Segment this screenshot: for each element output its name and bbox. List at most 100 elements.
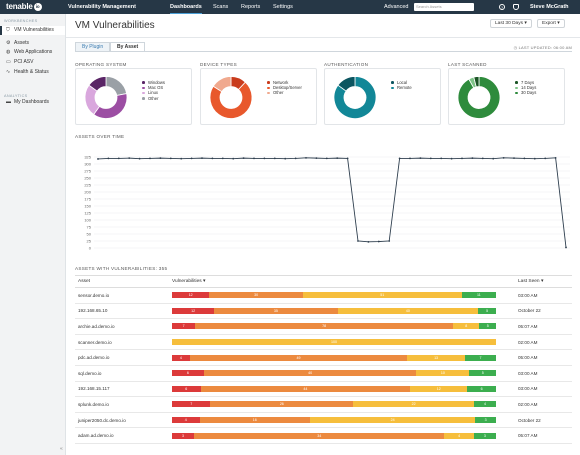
- high-segment[interactable]: 16: [199, 417, 310, 424]
- data-point[interactable]: [461, 157, 463, 160]
- low-segment[interactable]: 7: [464, 354, 496, 361]
- bell-icon[interactable]: [513, 4, 519, 10]
- medium-segment[interactable]: 12: [410, 385, 468, 392]
- critical-segment[interactable]: 12: [172, 307, 215, 314]
- donut-slice[interactable]: [105, 76, 128, 96]
- low-segment[interactable]: 6: [467, 385, 496, 392]
- question-icon[interactable]: ?: [499, 4, 505, 10]
- data-point[interactable]: [284, 157, 287, 160]
- data-point[interactable]: [253, 157, 255, 160]
- nav-reports[interactable]: Reports: [241, 4, 261, 10]
- search-input[interactable]: Search Assets: [414, 3, 474, 11]
- column-header-asset[interactable]: Asset: [75, 275, 169, 288]
- vulnerability-bar-cell[interactable]: 3 34 4 3: [169, 427, 515, 444]
- high-segment[interactable]: 26: [210, 401, 354, 408]
- double-chevron-left-icon[interactable]: «: [60, 446, 63, 452]
- data-point[interactable]: [159, 157, 162, 160]
- critical-segment[interactable]: 4: [172, 417, 200, 424]
- data-point[interactable]: [149, 157, 151, 160]
- advanced-link[interactable]: Advanced: [384, 4, 409, 10]
- medium-segment[interactable]: 24: [309, 417, 476, 424]
- nav-scans[interactable]: Scans: [213, 4, 229, 10]
- vulnerability-bar-cell[interactable]: 6 40 10 5: [169, 365, 515, 382]
- medium-segment[interactable]: 10: [416, 370, 470, 377]
- severity-bar[interactable]: 4 16 24 3: [172, 417, 496, 424]
- critical-segment[interactable]: 6: [172, 370, 204, 377]
- tab-by-plugin[interactable]: By Plugin: [75, 42, 111, 52]
- data-point[interactable]: [481, 157, 484, 160]
- vulnerability-bar-cell[interactable]: 4 49 13 7: [169, 349, 515, 366]
- data-point[interactable]: [440, 157, 443, 160]
- table-row[interactable]: scanner.demo.io 100 02:00 AM: [75, 334, 572, 351]
- data-point[interactable]: [336, 157, 339, 160]
- sidebar-item-vm-vulnerabilities[interactable]: ⛉ VM Vulnerabilities: [0, 26, 65, 35]
- data-point[interactable]: [97, 158, 99, 160]
- low-segment[interactable]: 5: [469, 370, 496, 377]
- data-point[interactable]: [523, 157, 526, 160]
- data-point[interactable]: [117, 157, 120, 160]
- table-row[interactable]: 192.168.65.10 12 35 40 5 October 22: [75, 303, 572, 320]
- data-point[interactable]: [263, 157, 266, 160]
- data-point[interactable]: [357, 240, 359, 242]
- vulnerability-bar-cell[interactable]: 7 78 8 5: [169, 318, 515, 335]
- data-point[interactable]: [377, 240, 380, 243]
- data-point[interactable]: [554, 156, 557, 159]
- data-point[interactable]: [429, 157, 432, 160]
- asset-name-cell[interactable]: pdc.ad.demo.io: [75, 349, 169, 366]
- medium-segment[interactable]: 13: [407, 354, 465, 361]
- donut-slice[interactable]: [473, 76, 480, 88]
- product-switcher[interactable]: Vulnerability Management: [68, 4, 136, 10]
- critical-segment[interactable]: 6: [172, 385, 201, 392]
- critical-segment[interactable]: 12: [172, 292, 210, 299]
- vulnerability-bar-cell[interactable]: 4 16 24 3: [169, 412, 515, 429]
- data-point[interactable]: [190, 157, 193, 160]
- data-point[interactable]: [305, 156, 307, 159]
- data-point[interactable]: [492, 157, 495, 160]
- table-row[interactable]: sensor.demo.io 12 30 51 11 03:00 AM: [75, 287, 572, 304]
- last-scanned-donut-card[interactable]: 7 Days 14 Days 30 Days: [448, 68, 565, 125]
- sidebar-item-my-dashboards[interactable]: ▬ My Dashboards: [6, 99, 50, 105]
- date-range-dropdown[interactable]: Last 30 Days ▾: [490, 19, 532, 28]
- sidebar-item-web-applications[interactable]: ◍ Web Applications: [6, 49, 53, 55]
- medium-segment[interactable]: 51: [302, 292, 462, 299]
- low-segment[interactable]: 3: [475, 417, 496, 424]
- donut-slice[interactable]: [457, 76, 501, 119]
- asset-name-cell[interactable]: 192.168.65.10: [75, 303, 169, 320]
- data-point[interactable]: [242, 157, 245, 160]
- critical-segment[interactable]: 3: [172, 432, 195, 439]
- os-donut-card[interactable]: Windows Mac OS Linux Other: [75, 68, 192, 125]
- data-point[interactable]: [232, 157, 235, 160]
- data-point[interactable]: [419, 157, 422, 160]
- data-point[interactable]: [471, 157, 474, 160]
- export-dropdown[interactable]: Export ▾: [537, 19, 565, 28]
- data-point[interactable]: [367, 240, 370, 243]
- high-segment[interactable]: 35: [214, 307, 338, 314]
- data-point[interactable]: [128, 157, 131, 160]
- medium-segment[interactable]: 4: [444, 432, 474, 439]
- high-segment[interactable]: 40: [203, 370, 417, 377]
- medium-segment[interactable]: 22: [353, 401, 475, 408]
- tenable-logo[interactable]: tenable io: [6, 2, 42, 11]
- nav-dashboards[interactable]: Dashboards: [170, 4, 202, 14]
- data-point[interactable]: [544, 157, 547, 160]
- vulnerability-bar-cell[interactable]: 7 26 22 4: [169, 396, 515, 413]
- table-row[interactable]: sql.demo.io 6 40 10 5 03:00 AM: [75, 365, 572, 382]
- data-point[interactable]: [388, 240, 391, 242]
- table-row[interactable]: 192.168.15.117 6 44 12 6 03:00 AM: [75, 381, 572, 398]
- donut-slice[interactable]: [333, 76, 377, 119]
- severity-bar[interactable]: 4 49 13 7: [172, 354, 496, 361]
- vulnerability-bar-cell[interactable]: 6 44 12 6: [169, 381, 515, 398]
- data-point[interactable]: [211, 157, 214, 160]
- donut-slice[interactable]: [337, 76, 356, 92]
- medium-segment[interactable]: 8: [453, 323, 480, 330]
- data-point[interactable]: [315, 157, 318, 160]
- donut-slice[interactable]: [88, 76, 107, 92]
- donut-slice[interactable]: [212, 76, 232, 93]
- data-point[interactable]: [201, 157, 203, 160]
- asset-name-cell[interactable]: adam.ad.demo.io: [75, 427, 169, 444]
- data-point[interactable]: [513, 157, 515, 160]
- data-point[interactable]: [502, 156, 505, 159]
- asset-name-cell[interactable]: 192.168.15.117: [75, 381, 169, 398]
- data-point[interactable]: [325, 157, 328, 160]
- high-segment[interactable]: 78: [195, 323, 454, 330]
